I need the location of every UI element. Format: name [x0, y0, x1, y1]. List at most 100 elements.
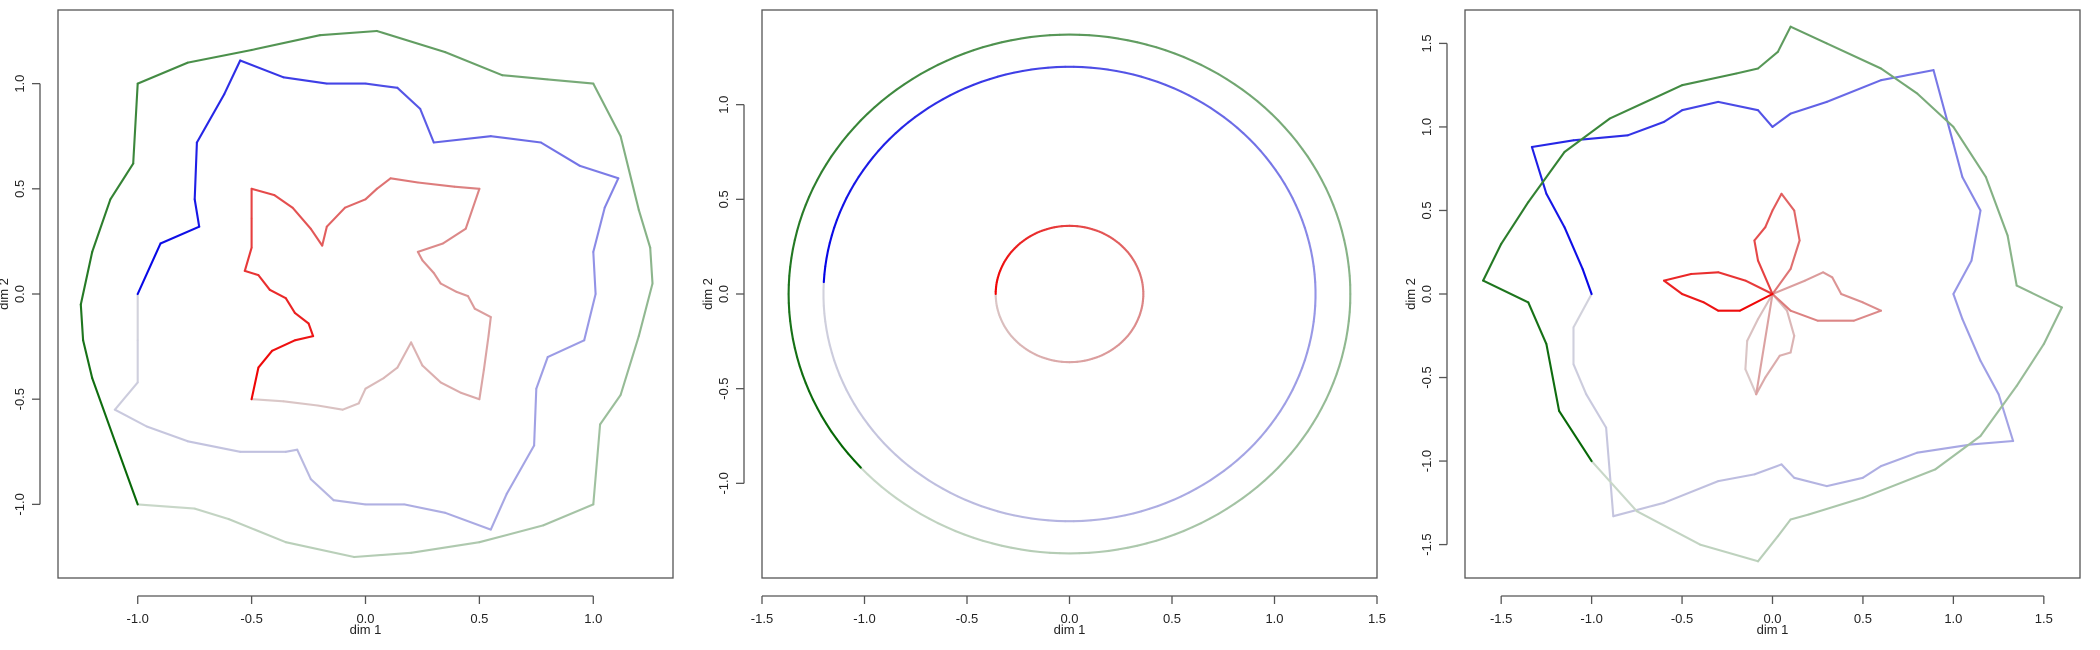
- middle-curve-segment: [1172, 87, 1183, 93]
- middle-curve-segment: [1140, 507, 1151, 513]
- series-outer: [79, 29, 654, 559]
- outer-curve-segment: [1270, 466, 1280, 476]
- inner-curve-segment: [1753, 226, 1767, 242]
- outer-curve-segment: [1164, 533, 1176, 539]
- outer-curve-segment: [353, 551, 413, 559]
- outer-curve-segment: [945, 526, 957, 533]
- outer-curve-segment: [91, 377, 116, 443]
- middle-curve-segment: [842, 381, 848, 392]
- inner-curve-segment: [325, 206, 347, 228]
- middle-curve-segment: [1961, 176, 1982, 212]
- outer-curve-segment: [91, 198, 112, 253]
- outer-curve-segment: [1225, 77, 1236, 86]
- outer-curve-segment: [789, 320, 793, 332]
- middle-curve-segment: [533, 387, 538, 447]
- outer-curve-segment: [1000, 544, 1013, 549]
- middle-curve-segment: [1254, 143, 1262, 153]
- middle-curve-segment: [849, 396, 856, 406]
- y-tick-label: 1.0: [1419, 118, 1434, 136]
- middle-curve-segment: [1106, 515, 1118, 520]
- inner-curve-segment: [1717, 271, 1747, 282]
- outer-curve-segment: [1019, 548, 1032, 552]
- middle-curve-segment: [186, 440, 242, 453]
- outer-curve-segment: [619, 335, 640, 397]
- outer-curve-segment: [1328, 381, 1335, 393]
- inner-curve-segment: [1755, 292, 1774, 396]
- middle-curve-segment: [845, 388, 852, 399]
- inner-curve-segment: [307, 322, 315, 338]
- middle-curve-segment: [1209, 474, 1219, 482]
- outer-curve-segment: [887, 88, 898, 97]
- middle-curve-segment: [282, 76, 328, 85]
- middle-curve-segment: [1952, 142, 1964, 179]
- middle-curve-segment: [1089, 518, 1101, 522]
- x-tick-label: -1.5: [751, 611, 773, 626]
- outer-curve-segment: [1248, 94, 1259, 103]
- middle-curve-segment: [1572, 292, 1593, 329]
- middle-curve-segment: [1581, 267, 1593, 296]
- outer-curve-segment: [1191, 59, 1203, 67]
- outer-curve-segment: [1241, 88, 1252, 97]
- inner-curve-segment: [257, 274, 271, 291]
- middle-curve-segment: [1825, 79, 1883, 103]
- y-tick-label: -1.0: [716, 472, 731, 494]
- outer-curve-segment: [1225, 502, 1236, 511]
- outer-curve-segment: [1019, 36, 1032, 40]
- middle-curve-segment: [1626, 120, 1666, 137]
- inner-curve-segment: [482, 335, 490, 371]
- inner-curve-segment: [478, 368, 485, 401]
- middle-curve-segment: [1029, 517, 1041, 521]
- x-tick-label: -1.0: [1580, 611, 1602, 626]
- middle-curve-segment: [1970, 209, 1982, 262]
- outer-curve-segment: [1233, 497, 1244, 505]
- outer-curve-segment: [1332, 204, 1338, 215]
- outer-curve-segment: [1126, 39, 1139, 44]
- inner-curve-segment: [1744, 279, 1774, 296]
- outer-curve-segment: [919, 68, 931, 76]
- outer-curve-segment: [816, 406, 823, 417]
- outer-curve-segment: [841, 133, 850, 143]
- middle-curve-segment: [823, 312, 827, 323]
- outer-curve-segment: [1984, 176, 2009, 237]
- middle-curve-segment: [1123, 71, 1135, 76]
- outer-curve-segment: [1311, 414, 1319, 425]
- outer-curve-segment: [501, 74, 549, 81]
- middle-curve-segment: [113, 408, 148, 428]
- inner-curve-segment: [341, 402, 360, 411]
- x-tick-label: -1.0: [127, 611, 149, 626]
- outer-curve-segment: [1117, 546, 1129, 551]
- plot-frame: [57, 9, 674, 579]
- middle-curve-segment: [862, 416, 870, 426]
- middle-curve-segment: [877, 435, 885, 445]
- middle-curve-segment: [1089, 66, 1101, 70]
- middle-curve-segment: [1291, 381, 1297, 392]
- outer-curve-segment: [801, 204, 807, 215]
- middle-curve-segment: [1717, 100, 1760, 112]
- middle-curve-segment: [913, 111, 923, 119]
- outer-curve-segment: [1776, 518, 1792, 538]
- middle-curve-segment: [1825, 476, 1864, 488]
- middle-curve-segment: [862, 162, 870, 172]
- middle-curve-segment: [332, 499, 367, 506]
- y-tick-label: -1.5: [1419, 533, 1434, 555]
- middle-curve-segment: [1156, 502, 1167, 508]
- middle-curve-segment: [1312, 312, 1316, 323]
- middle-curve-segment: [1274, 409, 1282, 419]
- inner-curve-segment: [382, 366, 399, 380]
- middle-curve-segment: [1970, 439, 2015, 446]
- middle-curve-segment: [1309, 249, 1314, 260]
- outer-curve-segment: [1010, 546, 1022, 551]
- outer-curve-segment: [790, 247, 794, 259]
- series-outer: [1482, 25, 2063, 563]
- middle-curve-segment: [1961, 318, 1982, 362]
- panel-2: -1.5 -1.0 -0.5 0.0 0.5 1.0 1.5 dim 1 -1.0 -0.5 0.0…: [700, 9, 1386, 637]
- outer-curve-segment: [1256, 100, 1266, 109]
- middle-curve-segment: [871, 429, 880, 439]
- outer-curve-segment: [841, 445, 850, 455]
- outer-curve-segment: [1335, 364, 1341, 376]
- outer-curve-segment: [1527, 150, 1566, 204]
- outer-curve-segment: [1241, 491, 1252, 500]
- outer-curve-segment: [193, 507, 230, 521]
- outer-curve-segment: [542, 503, 595, 527]
- middle-curve-segment: [838, 204, 845, 214]
